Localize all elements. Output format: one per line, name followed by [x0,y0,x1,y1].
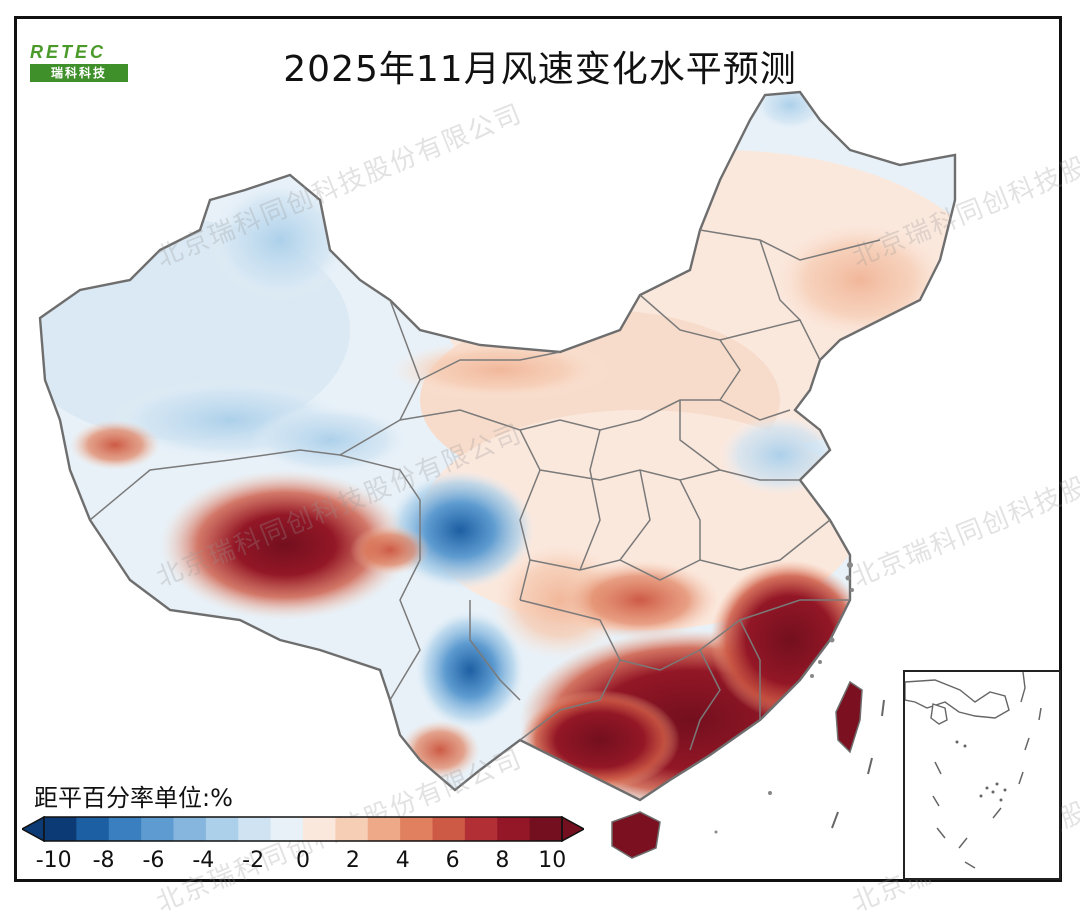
colorbar-tick-label: 6 [445,848,460,873]
colorbar-segment [238,817,272,841]
hainan-island [611,811,661,859]
colorbar-arrow-high [561,816,584,842]
china-map [38,90,957,859]
colorbar-tick-label: 8 [495,848,510,873]
logo-subtext: 瑞科科技 [30,64,128,82]
map-title: 2025年11月风速变化水平预测 [283,49,797,90]
colorbar-arrow-low [22,816,45,842]
colorbar-segment [303,817,336,841]
colorbar-segment [76,817,110,841]
colorbar-tick-label: -4 [192,848,215,873]
colorbar-tick-label: 0 [296,848,310,873]
colorbar-segment [432,817,466,841]
colorbar-segment [44,817,77,841]
colorbar [22,816,584,842]
colorbar-tick-label: 10 [538,848,567,873]
colorbar-segment [205,817,239,841]
colorbar-tick-label: 4 [395,848,410,873]
legend-unit-label: 距平百分率单位:% [34,784,233,812]
colorbar-segment [335,817,369,841]
colorbar-segment [141,817,174,841]
colorbar-segment [497,817,531,841]
colorbar-tick-label: -10 [35,848,72,873]
colorbar-segment [400,817,433,841]
colorbar-tick-label: -2 [242,848,265,873]
taiwan-island [835,680,863,754]
retec-logo: RETEC 瑞科科技 [30,42,128,84]
logo-text: RETEC [30,42,107,62]
colorbar-tick-label: 2 [345,848,360,873]
colorbar-tick-label: -8 [92,848,115,873]
coastal-islands [714,562,854,834]
colorbar-segment [529,817,563,841]
colorbar-tick-label: -6 [142,848,165,873]
colorbar-segment [270,817,304,841]
colorbar-border [43,816,563,842]
colorbar-segment [367,817,401,841]
colorbar-segment [108,817,142,841]
province-borders [89,229,881,751]
colorbar-segment [464,817,498,841]
south-china-sea-inset [903,670,1061,880]
inset-map [904,671,1042,869]
sea-boundary-marks [831,699,885,829]
colorbar-segment [173,817,207,841]
